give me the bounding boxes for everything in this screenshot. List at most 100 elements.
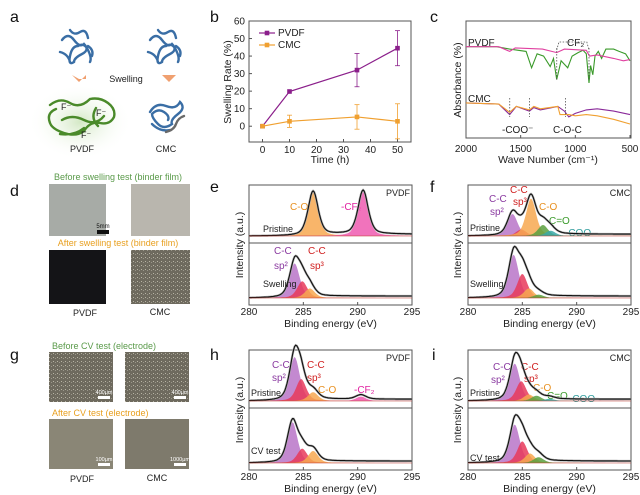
data-point-cmc: [287, 119, 292, 124]
scale-bar-label: 1000μm: [170, 457, 190, 463]
panel-f-xps-cmc-swelling: f C-C sp² C-C sp³ C-O C=O -COO 280 285 290…: [430, 179, 640, 330]
sample-label: CMC: [610, 353, 631, 363]
x-axis-title: Binding energy (eV): [503, 318, 596, 330]
raw-spectrum: [468, 245, 631, 299]
cf2-bracket: [556, 41, 590, 51]
panel-h-xps-pvdf-cv: h C-C sp² C-C sp³ C-O -CF₂ 280 285 290 295 B…: [210, 343, 421, 495]
legend-marker-cmc: [264, 42, 270, 48]
plot-frame: [467, 349, 632, 471]
x-tick-label: 295: [404, 307, 421, 318]
cmc-pristine-chain-icon: [146, 28, 182, 65]
x-axis-title: Binding energy (eV): [284, 318, 377, 330]
peak-label-cc: C-C: [493, 362, 511, 373]
fitted-peak-cf: [249, 192, 412, 236]
sample-label: PVDF: [386, 188, 411, 198]
before-swelling-title: Before swelling test (binder film): [54, 172, 182, 182]
peak-label-co: C-O: [539, 202, 558, 213]
ftir-spectrum-pvdf: [466, 46, 631, 84]
photo-pvdf-before: [49, 184, 106, 236]
x-tick-label: 290: [568, 307, 585, 318]
fitted-peak-ccsp: [249, 422, 412, 463]
ftir-spectrum-cmc: [465, 102, 631, 125]
fluoride-ion-label: F⁻: [81, 130, 91, 140]
panel-d-binder-film-photos: d Before swelling test (binder film) 5mm…: [10, 172, 190, 318]
annotation-coo: -COO⁻: [502, 125, 533, 136]
peak-label-cf2: -CF₂: [354, 385, 375, 396]
envelope-spectrum: [249, 418, 412, 464]
panel-c-ftir-chart: c Wave Number (cm⁻¹) Absorbance (%) PVDF…: [430, 9, 639, 166]
fitted-peak-coo: [468, 230, 631, 236]
panel-label-h: h: [210, 347, 219, 364]
data-point-pvdf: [395, 45, 400, 51]
scale-bar-label: 100μm: [96, 457, 113, 463]
peak-label-co: C-O: [318, 385, 337, 396]
peak-label-sp2: sp²: [272, 373, 287, 384]
envelope-spectrum: [467, 351, 631, 402]
plot-frame: [248, 349, 413, 471]
x-axis-title: Binding energy (eV): [284, 483, 377, 495]
x-tick-label: 500: [622, 144, 639, 155]
y-axis-title: Intensity (a.u.): [452, 377, 464, 444]
spectrum-label: Swelling: [263, 279, 297, 289]
y-axis-title: Intensity (a.u.): [234, 377, 246, 444]
x-tick-label: 285: [295, 307, 312, 318]
photo-cmc-after-cv: [125, 419, 189, 469]
scale-bars: 400μm 400μm 100μm 1000μm: [96, 390, 190, 466]
scale-bar-label: 400μm: [172, 390, 189, 396]
panel-label-c: c: [430, 9, 438, 26]
data-point-cmc: [354, 114, 360, 120]
x-tick-label: 280: [241, 472, 258, 483]
peak-label-sp2: sp²: [491, 375, 506, 386]
spectrum-label: Swelling: [470, 279, 504, 289]
peak-label-sp3: sp³: [513, 197, 528, 208]
panel-a: a Swelling F⁻ F⁻ F⁻ PVDF CMC: [10, 9, 186, 160]
y-axis-title: Absorbance (%): [452, 42, 464, 117]
x-tick-label: 20: [311, 145, 323, 156]
envelope-spectrum: [249, 344, 412, 402]
peak-label-cc: C-C: [307, 360, 325, 371]
x-axis-title: Wave Number (cm⁻¹): [498, 154, 598, 166]
data-point-pvdf: [287, 89, 292, 94]
peak-label-co: C-O: [290, 202, 309, 213]
envelope-spectrum: [249, 189, 412, 237]
cmc-label: CMC: [147, 473, 168, 483]
data-point-cmc: [395, 119, 400, 124]
fitted-peak-ccsp: [468, 214, 631, 236]
pvdf-pristine-chain-icon: [58, 28, 94, 65]
x-tick-label: 2000: [455, 144, 478, 155]
plot-frame: [248, 20, 412, 143]
x-tick-label: 40: [365, 145, 377, 156]
x-tick-label: 295: [623, 472, 640, 483]
peak-label-co: C-O: [533, 383, 552, 394]
pvdf-label: PVDF: [70, 474, 95, 484]
panel-label-i: i: [432, 347, 436, 364]
scale-bar-label: 5mm: [96, 224, 109, 230]
photo-pvdf-before-cv: [49, 352, 113, 402]
envelope-spectrum: [468, 193, 631, 237]
spectrum-label: CV test: [251, 446, 281, 456]
peak-label-cc: C-C: [308, 246, 326, 257]
peak-label-sp2: sp²: [490, 207, 505, 218]
x-axis-title: Binding energy (eV): [503, 483, 596, 495]
legend-label-pvdf: PVDF: [278, 28, 305, 39]
ftir-spectrum-cmc: [465, 102, 631, 118]
peak-label-cf2: -CF₂: [341, 202, 362, 213]
scale-bar: [97, 230, 109, 234]
ftir-spectrum-pvdf: [466, 46, 631, 62]
x-tick-label: 50: [392, 145, 404, 156]
peak-label-sp3: sp³: [307, 373, 322, 384]
fluoride-ion-label: F⁻: [61, 102, 71, 112]
peak-label-cc: C-C: [510, 185, 528, 196]
peak-label-sp3: sp³: [524, 374, 539, 385]
x-tick-label: 285: [295, 472, 312, 483]
spectrum-label: CV test: [470, 453, 500, 463]
plot-frame: [467, 184, 632, 306]
plot-frame: [465, 20, 632, 139]
x-tick-label: 295: [404, 472, 421, 483]
y-tick-label: 30: [234, 69, 246, 80]
after-swelling-title: After swelling test (binder film): [58, 238, 179, 248]
photo-cmc-before: [131, 184, 190, 236]
panel-g-electrode-photos: g Before CV test (electrode) After CV te…: [10, 341, 190, 484]
series-line-pvdf: [262, 47, 398, 127]
